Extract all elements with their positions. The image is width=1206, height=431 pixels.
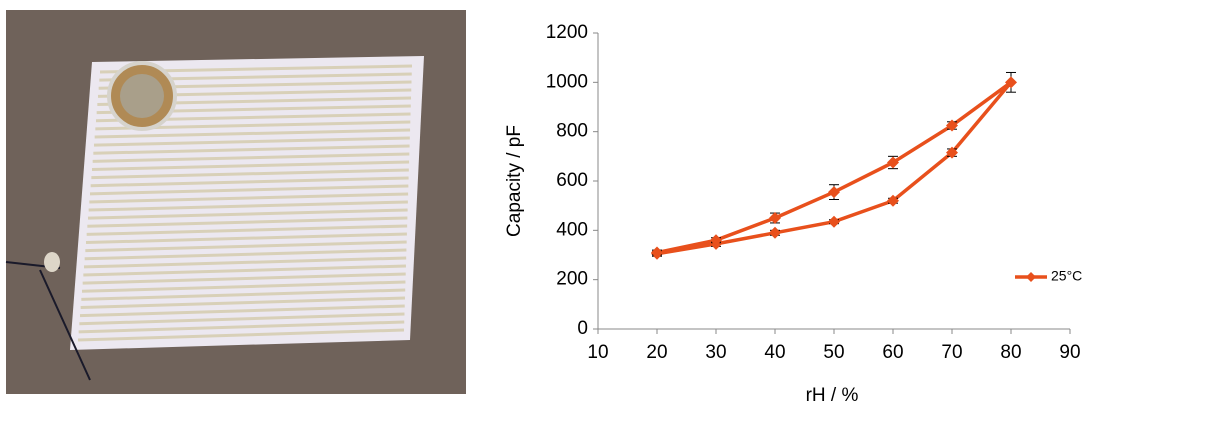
legend-label: 25°C	[1051, 268, 1082, 284]
marker	[828, 186, 840, 199]
data-line	[656, 80, 1013, 256]
marker	[1005, 76, 1017, 89]
stitch-line	[86, 224, 408, 236]
y-tick-label: 200	[556, 269, 588, 290]
marker	[946, 119, 958, 132]
x-tick-label: 90	[1059, 342, 1080, 363]
y-tick-label: 600	[556, 170, 588, 191]
marker	[946, 146, 958, 159]
stitch-line	[87, 216, 408, 228]
stitch-line	[89, 192, 409, 204]
stitch-line	[81, 280, 406, 293]
marker	[710, 234, 722, 247]
marker	[769, 212, 781, 224]
stitch-line	[78, 320, 405, 334]
stitch-line	[83, 256, 407, 269]
stitch-line	[84, 248, 407, 261]
stitch-line	[93, 144, 410, 155]
photo	[5, 10, 466, 394]
stitch-line	[77, 328, 405, 342]
connector	[44, 252, 60, 272]
x-tick-label: 80	[1000, 342, 1021, 363]
y-tick-label: 0	[577, 318, 588, 339]
stitch-line	[91, 168, 409, 180]
marker	[651, 246, 663, 259]
stitch-line	[92, 152, 410, 163]
marker	[887, 194, 899, 207]
stitch-line	[87, 208, 408, 220]
legend-marker	[1026, 272, 1036, 282]
x-tick-label: 60	[882, 342, 903, 363]
stitch-line	[90, 176, 409, 188]
marker	[769, 226, 781, 239]
stitch-line	[80, 296, 406, 310]
y-axis-title: Capacity / pF	[504, 125, 525, 237]
stitch-line	[82, 272, 406, 285]
stitch-line	[79, 304, 405, 318]
y-tick-label: 400	[556, 219, 588, 240]
x-axis-title: rH / %	[806, 385, 859, 406]
stitch-line	[93, 136, 410, 147]
stitch-line	[85, 232, 407, 245]
x-tick-label: 20	[646, 342, 667, 363]
marker	[887, 156, 899, 169]
wire	[39, 269, 91, 381]
stitch-line	[83, 264, 406, 277]
x-tick-label: 30	[705, 342, 726, 363]
stitch-line	[88, 200, 408, 212]
stitch-line	[94, 128, 411, 139]
stitch-line	[79, 312, 405, 326]
y-tick-label: 1000	[546, 71, 588, 92]
y-tick-label: 800	[556, 121, 588, 142]
x-tick-label: 50	[823, 342, 844, 363]
stitch-line	[91, 160, 410, 171]
marker	[828, 215, 840, 228]
y-tick-label: 1200	[546, 22, 588, 43]
x-tick-label: 10	[587, 342, 608, 363]
coin-center	[120, 74, 164, 118]
stitch-line	[81, 288, 406, 301]
x-tick-label: 70	[941, 342, 962, 363]
x-tick-label: 40	[764, 342, 785, 363]
stitch-line	[89, 184, 409, 196]
stitch-line	[85, 240, 407, 253]
